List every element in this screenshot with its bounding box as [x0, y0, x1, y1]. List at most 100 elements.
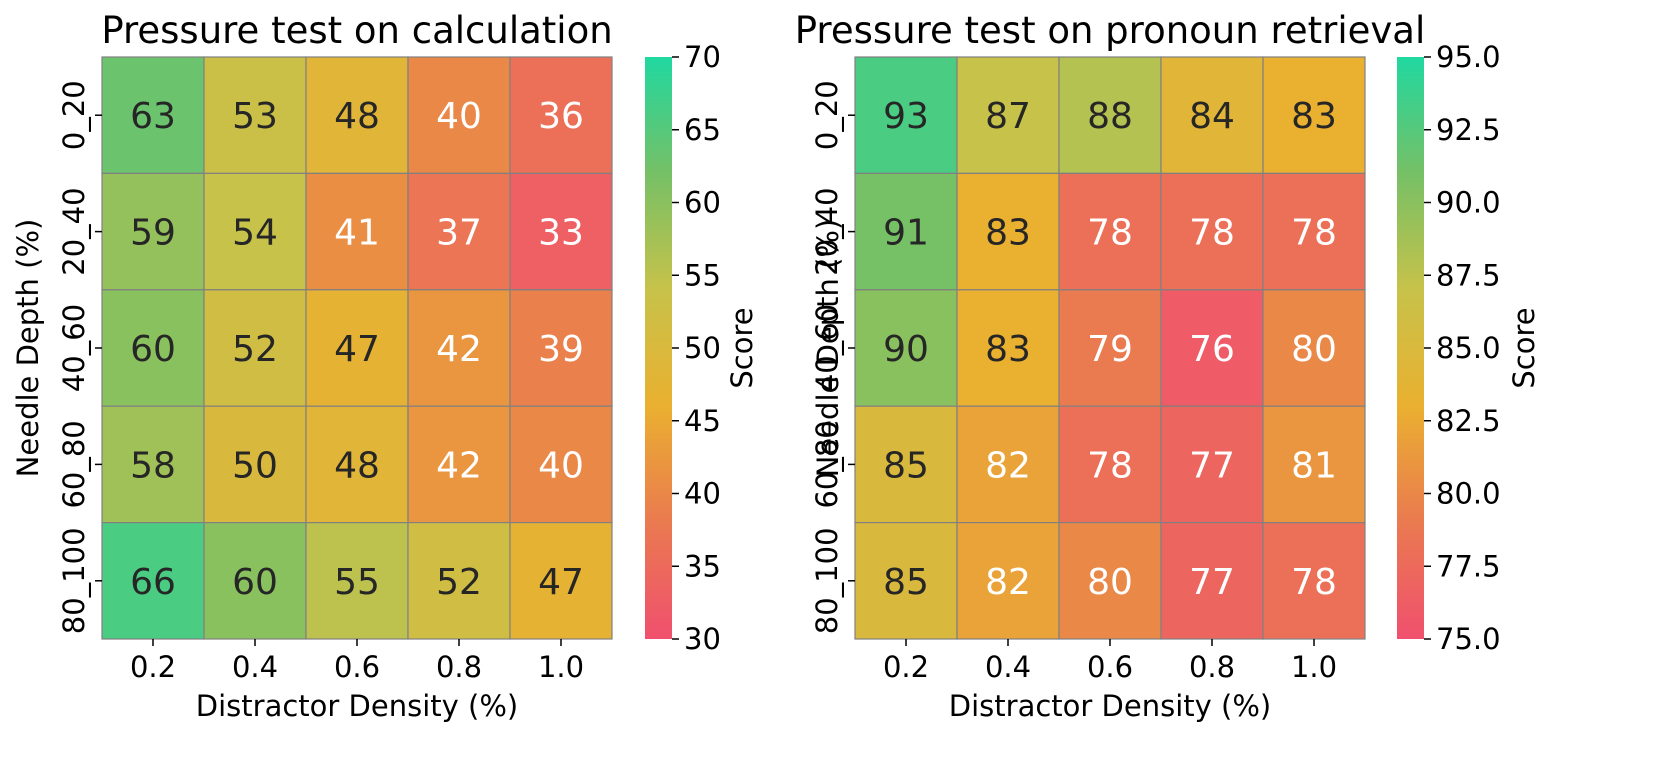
- x-tick-label: 0.2: [883, 650, 929, 684]
- cell-value-label: 90: [883, 329, 929, 370]
- x-axis-label: Distractor Density (%): [196, 689, 518, 723]
- heatmap-cell: [1262, 172, 1366, 291]
- cell-value-label: 42: [436, 445, 482, 486]
- heatmap-cell: [1262, 405, 1366, 524]
- cell-value-label: 88: [1087, 96, 1133, 137]
- cell-value-label: 50: [232, 445, 278, 486]
- cell-value-label: 82: [985, 562, 1031, 603]
- heatmap-cell: [1160, 405, 1264, 524]
- cell-value-label: 78: [1087, 445, 1133, 486]
- cell-value-label: 87: [985, 96, 1031, 137]
- cell-value-label: 54: [232, 213, 278, 254]
- colorbar-tick-label: 55: [684, 258, 721, 292]
- cell-value-label: 40: [436, 96, 482, 137]
- y-tick-label: 20_40: [810, 187, 844, 275]
- chart-title: Pressure test on pronoun retrieval: [795, 9, 1425, 52]
- x-tick-label: 0.4: [232, 650, 278, 684]
- colorbar-tick-label: 40: [684, 477, 721, 511]
- y-tick-label: 0_20: [57, 80, 91, 150]
- cell-value-label: 53: [232, 96, 278, 137]
- cell-value-label: 77: [1189, 445, 1235, 486]
- y-tick-label: 60_80: [57, 420, 91, 508]
- heatmap-cell: [1058, 289, 1162, 407]
- cell-value-label: 40: [538, 445, 584, 486]
- cell-value-label: 48: [334, 96, 380, 137]
- colorbar-label: Score: [1507, 307, 1541, 388]
- cell-value-label: 36: [538, 96, 584, 137]
- x-tick-label: 0.6: [1087, 650, 1133, 684]
- cell-value-label: 60: [130, 329, 176, 370]
- cell-value-label: 33: [538, 213, 584, 254]
- cell-value-label: 77: [1189, 562, 1235, 603]
- heatmap-cell: [1058, 172, 1162, 291]
- colorbar-label: Score: [725, 307, 759, 388]
- heatmap-cell: [1058, 56, 1162, 175]
- colorbar-tick-label: 35: [684, 549, 721, 583]
- cell-value-label: 79: [1087, 329, 1133, 370]
- colorbar-tick-label: 85.0: [1436, 331, 1501, 365]
- heatmap-cell: [101, 172, 205, 291]
- heatmap-cell: [407, 405, 511, 524]
- heatmap-cell: [1262, 56, 1366, 175]
- colorbar-tick-label: 90.0: [1436, 186, 1501, 220]
- heatmap-cell: [1160, 56, 1264, 175]
- heatmap-cell: [407, 56, 511, 175]
- cell-value-label: 78: [1087, 213, 1133, 254]
- heatmap-cell: [305, 405, 409, 524]
- heatmap-cell: [509, 56, 613, 175]
- y-tick-label: 80_100: [57, 527, 91, 634]
- cell-value-label: 81: [1291, 445, 1337, 486]
- cell-value-label: 82: [985, 445, 1031, 486]
- cell-value-label: 58: [130, 445, 176, 486]
- x-tick-label: 1.0: [1291, 650, 1337, 684]
- cell-value-label: 76: [1189, 329, 1235, 370]
- panel-pronoun-retrieval: Pressure test on pronoun retrieval 93 87 88…: [795, 9, 1541, 723]
- y-tick-label: 0_20: [810, 80, 844, 150]
- y-axis-label: Needle Depth (%): [11, 219, 45, 478]
- heatmap-cell: [956, 405, 1060, 524]
- cell-value-label: 83: [985, 329, 1031, 370]
- cell-value-label: 39: [538, 329, 584, 370]
- cell-value-label: 80: [1291, 329, 1337, 370]
- y-tick-label: 20_40: [57, 187, 91, 275]
- heatmap-cell: [203, 289, 307, 407]
- cell-value-label: 85: [883, 445, 929, 486]
- colorbar-tick-label: 92.5: [1436, 113, 1501, 147]
- x-tick-label: 0.8: [436, 650, 482, 684]
- colorbar-tick-label: 60: [684, 186, 721, 220]
- cell-value-label: 41: [334, 213, 380, 254]
- heatmap-cell: [1160, 289, 1264, 407]
- y-axis-label: Needle Depth (%): [811, 219, 845, 478]
- heatmap-cell: [305, 172, 409, 291]
- cell-value-label: 42: [436, 329, 482, 370]
- heatmap-cell: [305, 56, 409, 175]
- heatmap-cell: [509, 521, 613, 640]
- heatmap-cell: [305, 289, 409, 407]
- heatmap-cell: [1058, 521, 1162, 640]
- cell-value-label: 78: [1189, 213, 1235, 254]
- colorbar-tick-label: 95.0: [1436, 40, 1501, 74]
- colorbar-tick-label: 30: [684, 622, 721, 656]
- heatmap-cell: [1262, 521, 1366, 640]
- x-tick-label: 0.8: [1189, 650, 1235, 684]
- colorbar: [1397, 57, 1424, 639]
- cell-value-label: 83: [1291, 96, 1337, 137]
- cell-value-label: 83: [985, 213, 1031, 254]
- y-tick-label: 40_60: [57, 304, 91, 392]
- y-tick-label: 80_100: [810, 527, 844, 634]
- colorbar-tick-label: 80.0: [1436, 477, 1501, 511]
- heatmap-cell: [1160, 172, 1264, 291]
- chart-title: Pressure test on calculation: [101, 9, 612, 52]
- cell-value-label: 84: [1189, 96, 1235, 137]
- cell-value-label: 78: [1291, 562, 1337, 603]
- x-axis-label: Distractor Density (%): [949, 689, 1271, 723]
- heatmap-cell: [1262, 289, 1366, 407]
- cell-value-label: 80: [1087, 562, 1133, 603]
- cell-value-label: 52: [436, 562, 482, 603]
- heatmap-cell: [956, 289, 1060, 407]
- colorbar-tick-label: 75.0: [1436, 622, 1501, 656]
- colorbar-tick-label: 50: [684, 331, 721, 365]
- cell-value-label: 60: [232, 562, 278, 603]
- cell-value-label: 48: [334, 445, 380, 486]
- heatmap-cell: [203, 521, 307, 640]
